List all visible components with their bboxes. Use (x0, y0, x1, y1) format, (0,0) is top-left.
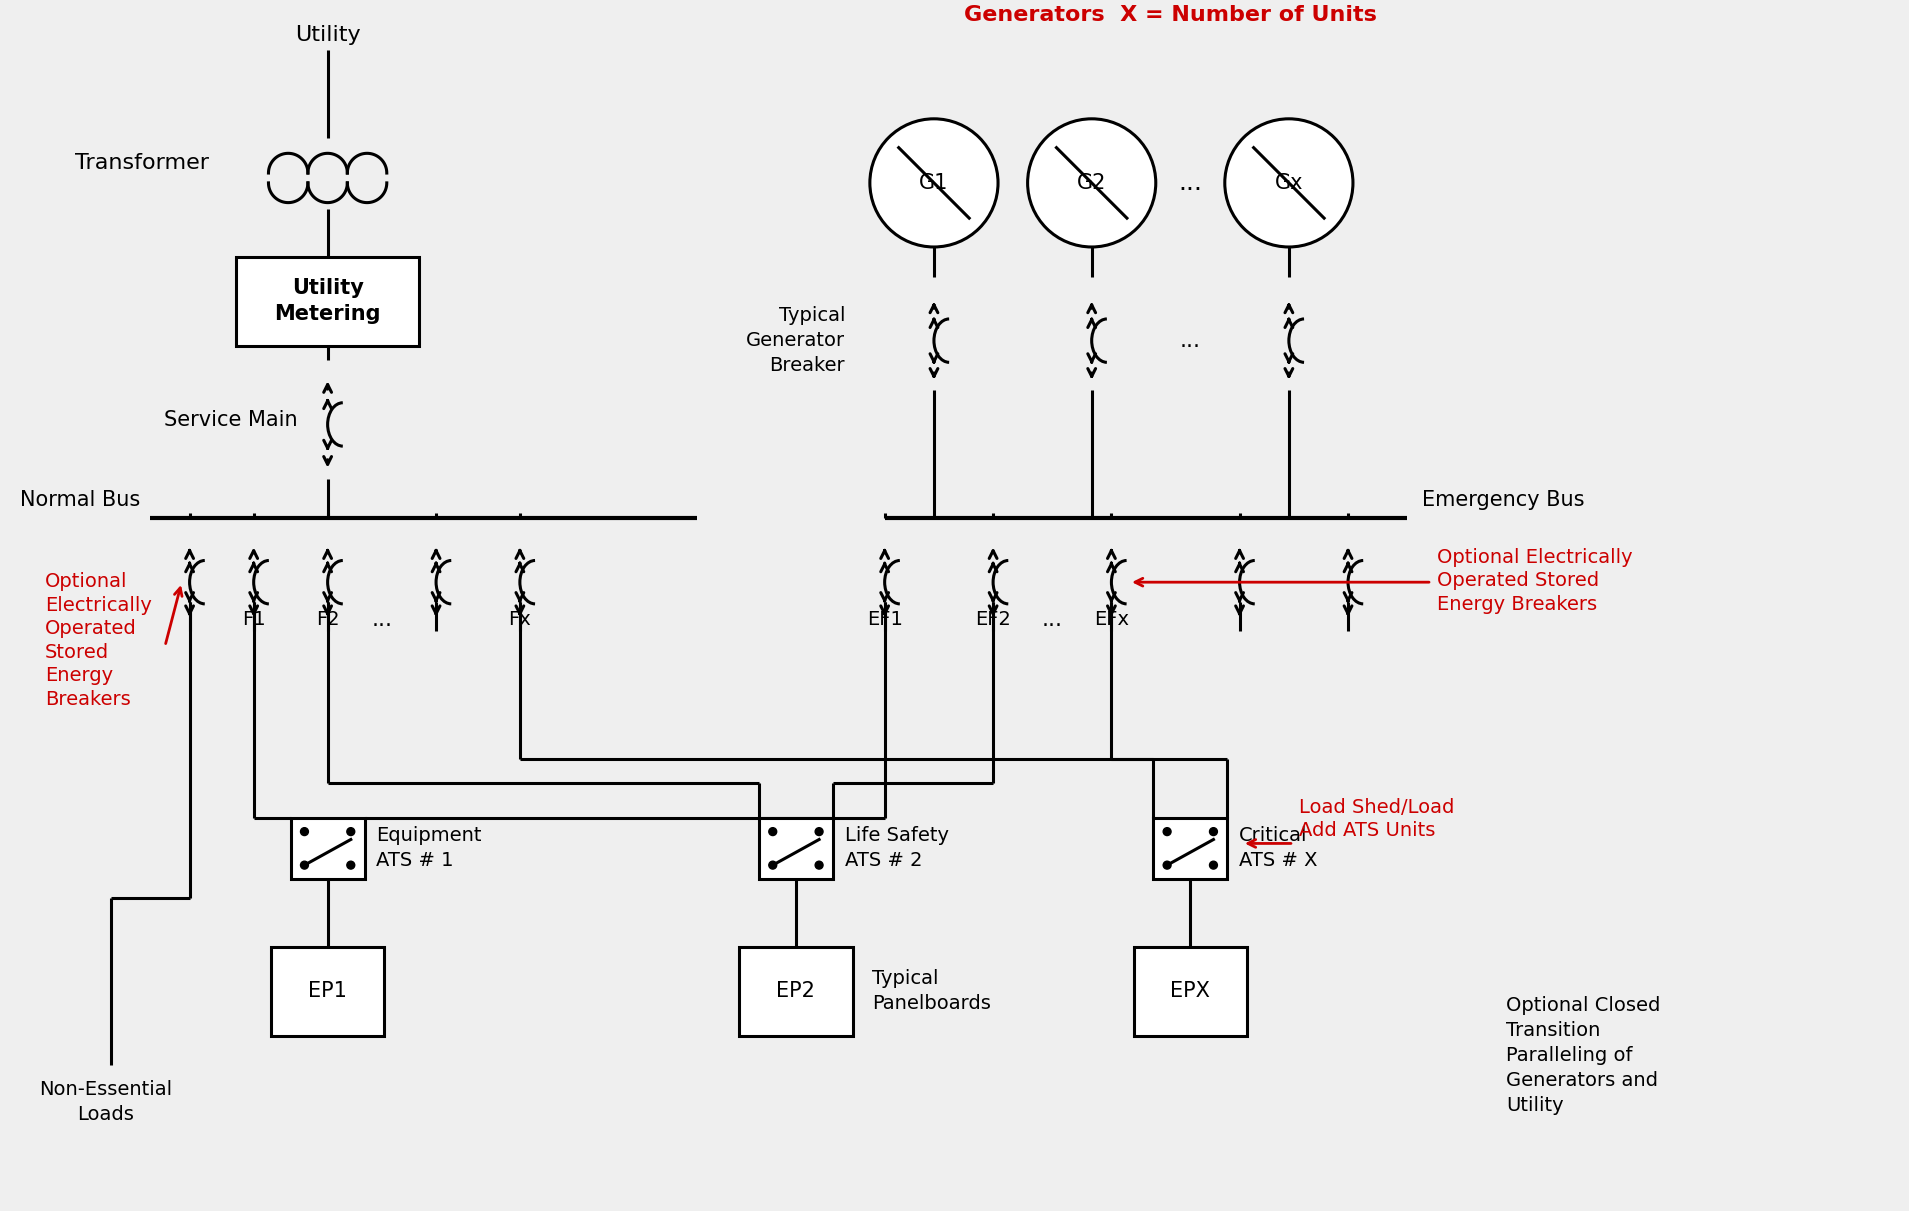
Bar (739, 947, 853, 1035)
Text: EF2: EF2 (975, 610, 1012, 629)
Circle shape (1027, 119, 1155, 247)
Text: G1: G1 (920, 173, 949, 193)
Circle shape (815, 827, 823, 836)
Text: ...: ... (1180, 331, 1201, 351)
Bar (271, 947, 384, 1035)
Circle shape (769, 827, 777, 836)
Text: Fx: Fx (508, 610, 531, 629)
Text: G2: G2 (1077, 173, 1107, 193)
Text: ...: ... (1042, 610, 1063, 630)
Text: Emergency Bus: Emergency Bus (1422, 490, 1584, 510)
Text: ...: ... (1178, 171, 1203, 195)
Text: EF1: EF1 (867, 610, 903, 629)
Text: Critical
ATS # X: Critical ATS # X (1239, 826, 1317, 871)
Text: Utility
Metering: Utility Metering (275, 279, 382, 325)
Text: Optional Closed
Transition
Paralleling of
Generators and
Utility: Optional Closed Transition Paralleling o… (1506, 997, 1661, 1115)
Circle shape (300, 861, 309, 869)
Bar (290, 817, 365, 879)
Text: Life Safety
ATS # 2: Life Safety ATS # 2 (844, 826, 949, 871)
Circle shape (300, 827, 309, 836)
Text: EP2: EP2 (777, 981, 815, 1001)
Circle shape (1210, 827, 1218, 836)
Bar (760, 817, 832, 879)
Text: ...: ... (372, 610, 393, 630)
Circle shape (347, 827, 355, 836)
Circle shape (1210, 861, 1218, 869)
Text: EFx: EFx (1094, 610, 1128, 629)
Text: F2: F2 (315, 610, 340, 629)
Text: Service Main: Service Main (164, 409, 298, 430)
Text: Typical
Generator
Breaker: Typical Generator Breaker (746, 306, 846, 375)
Text: Non-Essential
Loads: Non-Essential Loads (40, 1080, 172, 1124)
Text: Utility: Utility (294, 25, 361, 45)
Text: F1: F1 (242, 610, 265, 629)
Text: Optional Electrically
Operated Stored
Energy Breakers: Optional Electrically Operated Stored En… (1437, 547, 1632, 614)
Circle shape (1226, 119, 1353, 247)
Text: EPX: EPX (1170, 981, 1210, 1001)
Text: Transformer: Transformer (74, 153, 210, 173)
Circle shape (815, 861, 823, 869)
Circle shape (769, 861, 777, 869)
Text: EP1: EP1 (307, 981, 347, 1001)
Text: Generators  X = Number of Units: Generators X = Number of Units (964, 5, 1376, 25)
Text: Load Shed/Load
Add ATS Units: Load Shed/Load Add ATS Units (1298, 798, 1455, 840)
Bar (237, 257, 418, 345)
Bar (1134, 947, 1247, 1035)
Circle shape (1163, 861, 1170, 869)
Text: Equipment
ATS # 1: Equipment ATS # 1 (376, 826, 481, 871)
Text: Normal Bus: Normal Bus (21, 490, 139, 510)
Bar (1153, 817, 1227, 879)
Text: Typical
Panelboards: Typical Panelboards (872, 969, 991, 1014)
Text: Gx: Gx (1275, 173, 1304, 193)
Text: Optional
Electrically
Operated
Stored
Energy
Breakers: Optional Electrically Operated Stored En… (44, 573, 151, 708)
Circle shape (871, 119, 998, 247)
Circle shape (1163, 827, 1170, 836)
Circle shape (347, 861, 355, 869)
